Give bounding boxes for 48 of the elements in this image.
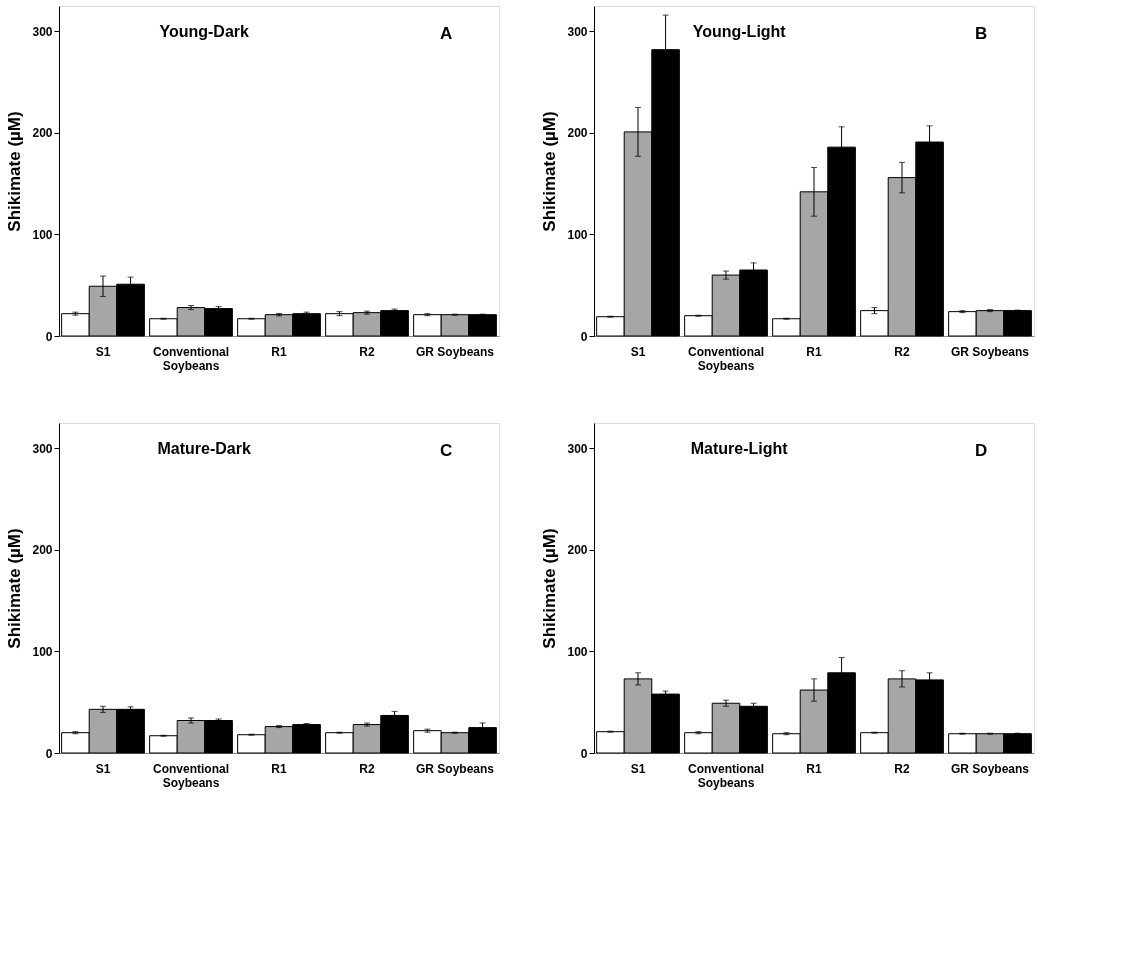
y-tick-label: 200 <box>567 126 588 141</box>
x-tick-label: GR Soybeans <box>415 761 495 776</box>
y-tick-label: 300 <box>567 441 588 456</box>
y-tick-label: 100 <box>32 227 53 242</box>
y-tick-label: 0 <box>45 329 53 344</box>
x-tick-label: R1 <box>271 761 287 776</box>
x-tick-label: S1 <box>630 344 646 359</box>
y-tick-label: 100 <box>32 644 53 659</box>
text: Mature-Dark <box>157 440 251 457</box>
x-tick-label: Conventional Soybeans <box>687 761 765 790</box>
text: Mature-Light <box>690 440 789 457</box>
y-tick-label: 300 <box>32 24 53 39</box>
y-axis-title: Shikimate (µM) <box>5 528 25 649</box>
y-tick-label: 300 <box>32 441 53 456</box>
y-tick-label: 200 <box>32 543 53 558</box>
y-tick-label: 0 <box>580 329 588 344</box>
x-tick-label: S1 <box>630 761 646 776</box>
x-tick-label: GR Soybeans <box>415 344 495 359</box>
x-tick-label: R1 <box>271 344 287 359</box>
x-tick-label: R1 <box>806 761 822 776</box>
x-tick-label: Conventional Soybeans <box>152 344 230 373</box>
y-tick-label: 100 <box>567 644 588 659</box>
x-tick-label: R2 <box>359 344 375 359</box>
x-tick-label: S1 <box>95 761 111 776</box>
annotation: B <box>975 24 988 43</box>
y-tick-label: 200 <box>567 543 588 558</box>
annotation: C <box>440 441 453 460</box>
y-tick-label: 100 <box>567 227 588 242</box>
x-tick-label: Conventional Soybeans <box>687 344 765 373</box>
annotation: D <box>975 441 988 460</box>
y-tick-label: 200 <box>32 126 53 141</box>
x-tick-label: R2 <box>894 344 910 359</box>
y-tick-label: 0 <box>580 746 588 761</box>
x-tick-label: R1 <box>806 344 822 359</box>
x-tick-label: R2 <box>359 761 375 776</box>
text: Young-Light <box>692 23 787 40</box>
x-tick-label: R2 <box>894 761 910 776</box>
y-axis-title: Shikimate (µM) <box>540 111 560 232</box>
text: Young-Dark <box>159 23 250 40</box>
x-tick-label: GR Soybeans <box>950 761 1030 776</box>
annotation: A <box>440 24 453 43</box>
x-tick-label: GR Soybeans <box>950 344 1030 359</box>
y-tick-label: 300 <box>567 24 588 39</box>
y-axis-title: Shikimate (µM) <box>540 528 560 649</box>
y-axis-title: Shikimate (µM) <box>5 111 25 232</box>
x-tick-label: Conventional Soybeans <box>152 761 230 790</box>
y-tick-label: 0 <box>45 746 53 761</box>
x-tick-label: S1 <box>95 344 111 359</box>
